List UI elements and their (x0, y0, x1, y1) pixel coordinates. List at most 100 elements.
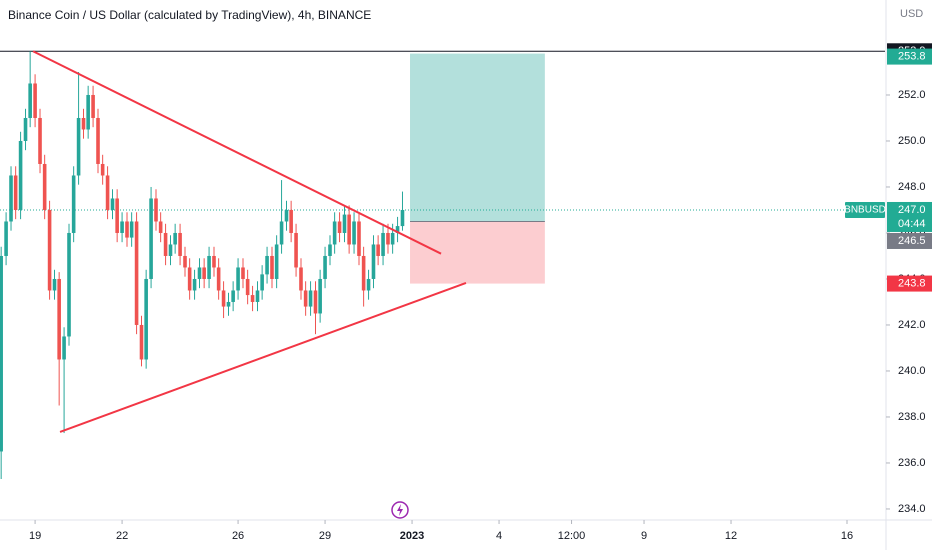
candle-body (0, 255, 3, 452)
candle-body (347, 214, 351, 245)
candle-body (125, 221, 129, 238)
x-tick-label: 26 (232, 530, 244, 542)
candle-body (323, 255, 327, 279)
candle-body (47, 209, 52, 291)
candle-body (381, 232, 385, 256)
candle-body (76, 117, 81, 176)
candle-body (13, 175, 18, 210)
candle-body (158, 221, 163, 233)
candle-body (332, 221, 337, 245)
candle-body (400, 209, 405, 227)
x-tick-label: 22 (116, 530, 128, 542)
candle-body (226, 301, 231, 307)
candle-body (86, 94, 90, 130)
event-icon[interactable] (391, 501, 409, 519)
candle-body (279, 221, 284, 245)
candle-body (289, 209, 293, 233)
candle-body (376, 244, 380, 256)
last-price-label: 247.0 (898, 204, 926, 216)
candle-body (178, 232, 182, 256)
candle-body (4, 221, 8, 256)
candle-body (192, 278, 197, 291)
candle-body (100, 163, 105, 176)
price-label: 253.8 (898, 50, 926, 62)
candle-body (105, 175, 110, 210)
candle-body (284, 209, 289, 222)
y-tick-label: 234.0 (898, 503, 926, 515)
candle-body (28, 83, 32, 118)
y-tick-label: 252.0 (898, 89, 926, 101)
candle-body (395, 226, 400, 233)
candle-body (260, 274, 264, 291)
candle-body (221, 290, 226, 307)
candle-body (154, 198, 158, 222)
price-label-box (887, 48, 932, 65)
last-price-box (887, 201, 932, 232)
candle-body (33, 83, 37, 118)
price-label: 246.5 (898, 235, 926, 247)
currency-label: USD (900, 8, 923, 20)
x-tick-label: 19 (29, 530, 41, 542)
candle-body (67, 232, 71, 337)
candle-body (57, 278, 61, 360)
candle-body (366, 278, 371, 291)
candle-body (202, 267, 206, 279)
candle-body (231, 290, 235, 302)
price-label: 243.8 (898, 277, 926, 289)
x-tick-label: 12:00 (558, 530, 586, 542)
candle-body (270, 255, 274, 279)
candle-body (250, 295, 255, 302)
x-tick-label: 12 (725, 530, 737, 542)
candle-body (371, 244, 376, 279)
y-tick-label: 250.0 (898, 135, 926, 147)
candle-body (352, 221, 356, 245)
price-label-box (887, 232, 932, 249)
trend-line (32, 50, 442, 255)
candle-body (144, 278, 148, 360)
candle-body (299, 267, 303, 291)
position-profit (410, 53, 545, 222)
candle-body (42, 163, 47, 210)
candle-body (134, 221, 139, 325)
candle-body (168, 244, 173, 256)
y-tick-label: 242.0 (898, 319, 926, 331)
candle-body (241, 267, 245, 279)
candle-body (357, 221, 361, 256)
symbol-label: BNBUSD (844, 205, 886, 216)
candle-body (62, 336, 66, 360)
candle-body (18, 140, 23, 210)
candle-body (337, 221, 342, 233)
x-tick-label: 4 (496, 530, 502, 542)
candle-body (52, 278, 57, 291)
symbol-box (845, 201, 885, 218)
x-tick-label: 16 (841, 530, 853, 542)
trend-line (59, 281, 467, 433)
candle-body (115, 198, 119, 233)
position-loss (410, 221, 545, 284)
candle-body (236, 267, 240, 291)
plot-area (0, 50, 885, 480)
candle-body (129, 221, 134, 238)
candle-body (120, 221, 124, 233)
candle-body (183, 255, 187, 268)
candle-body (207, 255, 211, 279)
candle-body (110, 198, 115, 210)
candle-body (390, 232, 395, 245)
candle-body (386, 232, 390, 245)
candle-body (245, 278, 250, 296)
candle-body (163, 232, 168, 256)
candle-body (265, 255, 269, 275)
y-tick-label: 238.0 (898, 411, 926, 423)
x-tick-label: 2023 (400, 530, 424, 542)
candle-body (91, 94, 95, 118)
y-tick-label: 240.0 (898, 365, 926, 377)
y-tick-label: 248.0 (898, 181, 926, 193)
x-tick-label: 29 (319, 530, 331, 542)
candle-body (139, 324, 144, 360)
candle-body (38, 117, 42, 164)
candle-body (255, 290, 260, 302)
candle-body (212, 255, 216, 268)
